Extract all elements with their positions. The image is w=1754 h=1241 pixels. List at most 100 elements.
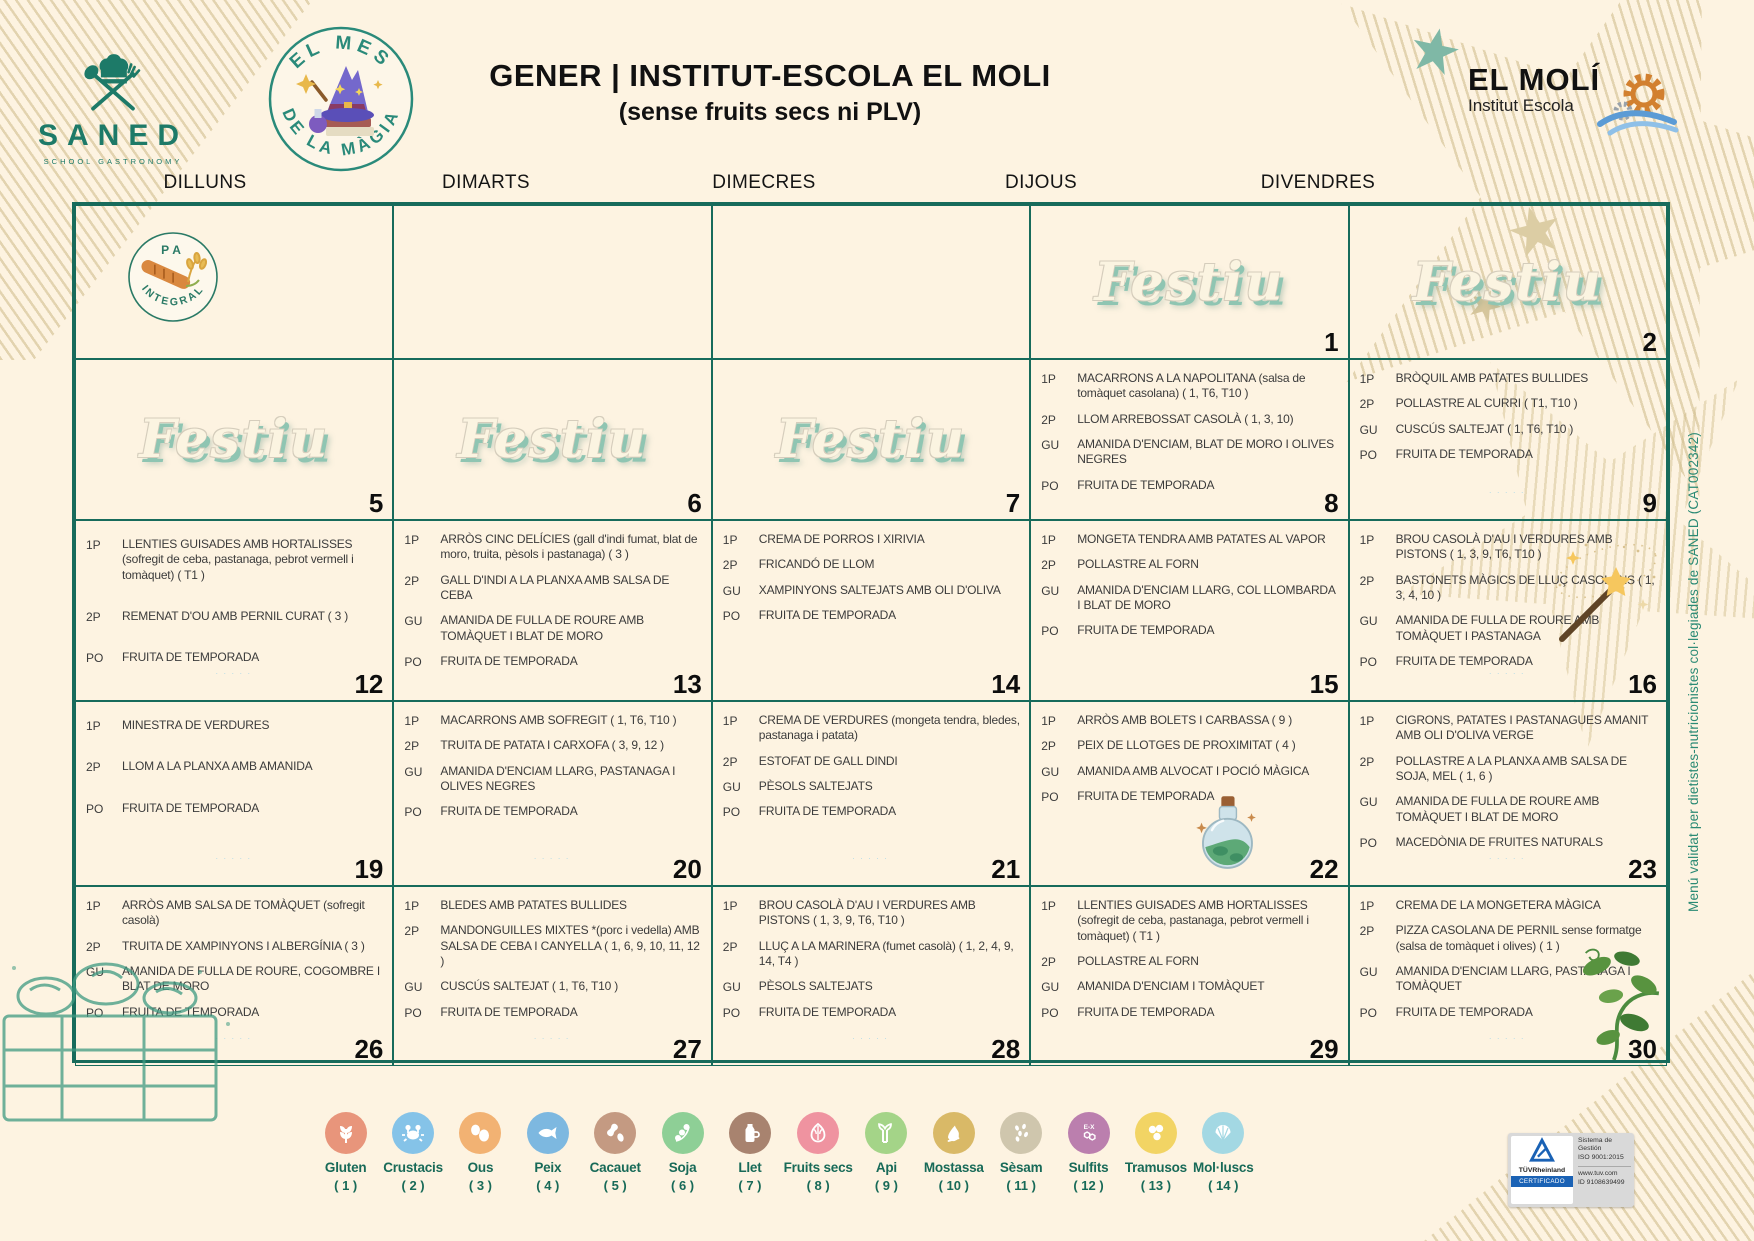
course-label: GU — [722, 780, 741, 795]
calendar-cell-day-14: 1P CREMA DE PORROS I XIRIVIA 2P FRICANDÓ D… — [711, 520, 1031, 701]
calendar-cell-day-2: Festiu 2 — [1348, 205, 1667, 359]
tuv-brand: TÜVRheinland — [1518, 1167, 1566, 1174]
wizard-hat-icon — [296, 66, 383, 136]
menu-courses: 1P MACARRONS A LA NAPOLITANA (salsa de to… — [1031, 360, 1347, 519]
course-text: FRUITA DE TEMPORADA — [122, 650, 260, 665]
course-label: GU — [1359, 965, 1378, 980]
course-label: 2P — [722, 754, 738, 769]
course-label: GU — [722, 583, 741, 598]
course-label: 1P — [1041, 533, 1056, 547]
course-label: PO — [1359, 448, 1377, 463]
course-label: GU — [404, 614, 423, 629]
calendar-cell-day-8: 1P MACARRONS A LA NAPOLITANA (salsa de to… — [1030, 359, 1349, 520]
menu-courses: 1P MONGETA TENDRA AMB PATATES AL VAPOR 2P… — [1031, 521, 1347, 700]
course-text: FRUITA DE TEMPORADA — [440, 804, 578, 819]
course-label: PO — [1041, 478, 1059, 493]
course-text: CREMA DE VERDURES (mongeta tendra, blede… — [758, 713, 1020, 743]
tuv-left-box: TÜVRheinland CERTIFICADO — [1511, 1136, 1573, 1204]
course-label: GU — [1041, 583, 1060, 598]
tuv-right-box: Sistema de Gestión ISO 9001:2015 www.tuv… — [1575, 1133, 1634, 1207]
course-text: AMANIDA DE FULLA DE ROURE AMB TOMÀQUET I… — [1395, 613, 1600, 643]
course-label: PO — [404, 805, 422, 820]
menu-courses: 1P LLENTIES GUISADES AMB HORTALISSES (sof… — [76, 521, 392, 700]
course-text: PÈSOLS SALTEJATS — [758, 779, 873, 794]
menu-courses: 1P BLEDES AMB PATATES BULLIDES 2P MANDONGU… — [394, 887, 710, 1065]
course-label: PO — [1359, 655, 1377, 670]
page-subtitle: (sense fruits secs ni PLV) — [618, 98, 922, 126]
course-text: AMANIDA D'ENCIAM LLARG, PASTANAGA I TOMÀ… — [1395, 964, 1631, 994]
festiu-label: Festiu — [457, 409, 648, 470]
dots-decoration: ····· — [852, 1033, 892, 1043]
day-number: 21 — [991, 854, 1021, 884]
crab-icon — [392, 1112, 435, 1154]
calendar-cell-day-28: 1P BROU CASOLÀ D'AU I VERDURES AMB PISTON… — [711, 886, 1031, 1066]
calendar-cell-day-16: 1P BROU CASOLÀ D'AU I VERDURES AMB PISTON… — [1348, 520, 1667, 701]
day-number: 19 — [354, 854, 384, 884]
dots-decoration: ····· — [1488, 487, 1529, 497]
course-label: PO — [722, 1005, 741, 1020]
course-text: LLENTIES GUISADES AMB HORTALISSES (sofre… — [1077, 898, 1309, 943]
course-label: 2P — [86, 760, 101, 775]
course-text: CUSCÚS SALTEJAT ( 1, T6, T10 ) — [1395, 421, 1574, 436]
svg-text:E-X: E-X — [1083, 1124, 1095, 1131]
course-label: PO — [1041, 624, 1059, 639]
course-label: 2P — [1041, 739, 1056, 754]
course-text: BRÒQUIL AMB PATATES BULLIDES — [1395, 371, 1589, 385]
course-text: FRUITA DE TEMPORADA — [122, 800, 260, 815]
day-number: 28 — [991, 1034, 1021, 1064]
course-label: GU — [1041, 438, 1060, 453]
course-label: GU — [1041, 764, 1060, 779]
course-text: POLLASTRE AL FORN — [1077, 954, 1199, 969]
course-text: BASTONETS MÀGICS DE LLUÇ CASOLANS ( 1, 3… — [1395, 572, 1655, 603]
dots-decoration: ····· — [852, 853, 892, 863]
day-number: 30 — [1628, 1034, 1657, 1064]
day-number: 6 — [687, 488, 702, 518]
course-label: 2P — [1359, 754, 1375, 769]
course-label: 1P — [1359, 533, 1375, 547]
calendar-cell-day-27: 1P BLEDES AMB PATATES BULLIDES 2P MANDONGU… — [393, 886, 712, 1066]
course-text: PIZZA CASOLANA DE PERNIL sense formatge … — [1395, 923, 1642, 953]
course-label: PO — [404, 655, 422, 670]
day-number: 15 — [1309, 669, 1339, 699]
gear-wave-icon — [1596, 70, 1682, 145]
course-text: MONGETA TENDRA AMB PATATES AL VAPOR — [1077, 532, 1326, 546]
wheat-sprig-icon — [185, 252, 208, 287]
day-number: 5 — [368, 488, 384, 518]
course-text: FRUITA DE TEMPORADA — [758, 608, 896, 623]
course-label: 1P — [1359, 714, 1375, 728]
course-text: FRUITA DE TEMPORADA — [1077, 623, 1215, 638]
saned-tagline: SCHOOL GASTRONOMY — [43, 157, 183, 166]
dots-decoration: ····· — [533, 853, 574, 863]
calendar-cell-day-12: 1P LLENTIES GUISADES AMB HORTALISSES (sof… — [75, 520, 394, 701]
course-label: GU — [722, 980, 741, 995]
course-label: 2P — [404, 924, 420, 939]
course-label: PO — [1359, 836, 1377, 851]
course-label: 2P — [1041, 955, 1056, 970]
menu-courses: 1P CIGRONS, PATATES I PASTANAGUES AMANIT … — [1350, 702, 1666, 885]
course-text: PÈSOLS SALTEJATS — [758, 979, 873, 994]
course-label: 1P — [1359, 899, 1375, 913]
festiu-label: Festiu — [1094, 251, 1285, 313]
pa-integral-badge: PA INTEGRAL — [126, 230, 220, 329]
legend-item-fruits-secs: Fruits secs ( 8 ) — [784, 1112, 853, 1193]
legend-item-sesam: Sèsam ( 11 ) — [987, 1112, 1054, 1193]
course-label: GU — [1041, 980, 1060, 995]
course-text: AMANIDA DE FULLA DE ROURE AMB TOMÀQUET I… — [440, 613, 644, 643]
legend-item-api: Api ( 9 ) — [853, 1112, 920, 1193]
course-label: 1P — [86, 719, 101, 733]
course-label: PO — [722, 609, 741, 624]
course-text: FRUITA DE TEMPORADA — [1395, 654, 1533, 669]
tuv-certification-logo: TÜVRheinland CERTIFICADO Sistema de Gest… — [1508, 1133, 1634, 1207]
course-text: FRUITA DE TEMPORADA — [1077, 1004, 1215, 1019]
course-label: 1P — [86, 899, 101, 913]
course-label: 1P — [404, 533, 420, 547]
course-label: PO — [1041, 790, 1059, 805]
calendar-cell-w1-dilluns: PA INTEGRAL — [75, 205, 394, 359]
school-logo: EL MOLÍ Institut Escola — [1468, 62, 1688, 136]
menu-courses: 1P MACARRONS AMB SOFREGIT ( 1, T6, T10 ) … — [394, 702, 710, 885]
course-label: GU — [1359, 795, 1378, 810]
course-text: ARRÒS CINC DELÍCIES (gall d'indi fumat, … — [440, 532, 698, 562]
menu-courses: 1P CREMA DE LA MONGETERA MÀGICA 2P PIZZA C… — [1350, 887, 1666, 1065]
course-label: 1P — [1359, 372, 1375, 386]
